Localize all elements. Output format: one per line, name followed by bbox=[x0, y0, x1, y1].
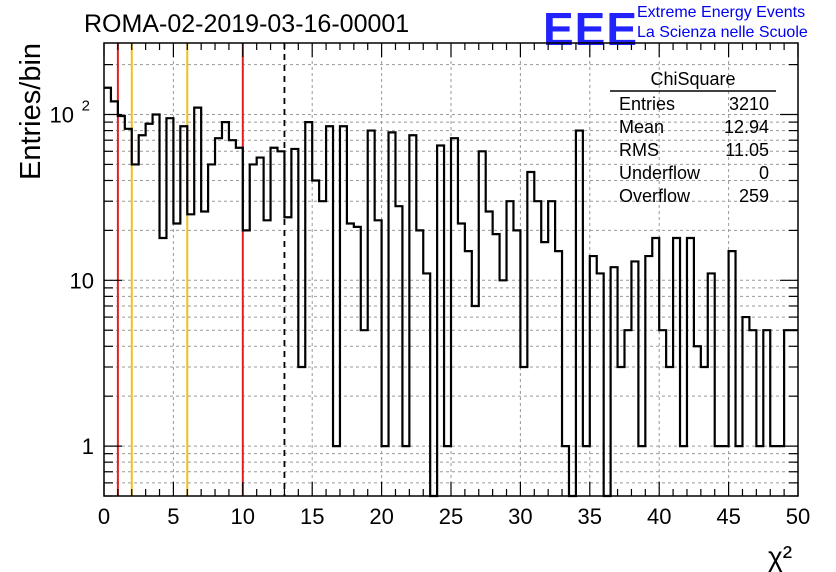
x-tick-label: 15 bbox=[300, 504, 324, 529]
stats-label-mean: Mean bbox=[619, 117, 664, 137]
grid-layer bbox=[103, 43, 799, 497]
stats-value-overflow: 259 bbox=[739, 186, 769, 206]
y-tick-label-exponent: 2 bbox=[82, 98, 90, 115]
tick-labels: 0 5 10 15 20 25 30 35 40 45 50 1 10 10 2 bbox=[50, 98, 811, 529]
brand-line-2: La Scienza nelle Scuole bbox=[637, 24, 808, 41]
y-axis-label: Entries/bin bbox=[15, 43, 47, 180]
stats-box: ChiSquare Entries 3210 Mean 12.94 RMS 11.05 Un… bbox=[610, 69, 776, 206]
x-tick-label: 5 bbox=[167, 504, 179, 529]
stats-label-overflow: Overflow bbox=[619, 186, 691, 206]
x-axis-label: χ² bbox=[768, 541, 792, 572]
y-tick-label: 10 bbox=[70, 268, 94, 293]
x-tick-label: 35 bbox=[578, 504, 602, 529]
axis-ticks bbox=[103, 43, 799, 497]
stats-title: ChiSquare bbox=[650, 69, 735, 89]
stats-value-mean: 12.94 bbox=[724, 117, 769, 137]
stats-rows: Entries 3210 Mean 12.94 RMS 11.05 Underflow 0 Ov… bbox=[619, 94, 769, 206]
x-tick-label: 45 bbox=[716, 504, 740, 529]
x-tick-label: 10 bbox=[231, 504, 255, 529]
stats-label-underflow: Underflow bbox=[619, 163, 701, 183]
histogram-line bbox=[104, 86, 798, 498]
stats-label-rms: RMS bbox=[619, 140, 659, 160]
x-tick-label: 0 bbox=[98, 504, 110, 529]
x-tick-label: 50 bbox=[786, 504, 810, 529]
x-tick-label: 25 bbox=[439, 504, 463, 529]
x-tick-label: 20 bbox=[369, 504, 393, 529]
y-tick-label: 10 bbox=[50, 103, 74, 128]
brand-line-1: Extreme Energy Events bbox=[637, 4, 806, 21]
stats-value-underflow: 0 bbox=[759, 163, 769, 183]
marker-lines bbox=[116, 43, 286, 496]
stats-label-entries: Entries bbox=[619, 94, 675, 114]
stats-value-rms: 11.05 bbox=[725, 140, 769, 160]
run-title: ROMA-02-2019-03-16-00001 bbox=[84, 10, 410, 38]
x-tick-label: 30 bbox=[508, 504, 532, 529]
y-tick-label: 1 bbox=[82, 434, 94, 459]
x-tick-label: 40 bbox=[647, 504, 671, 529]
stats-value-entries: 3210 bbox=[729, 94, 769, 114]
